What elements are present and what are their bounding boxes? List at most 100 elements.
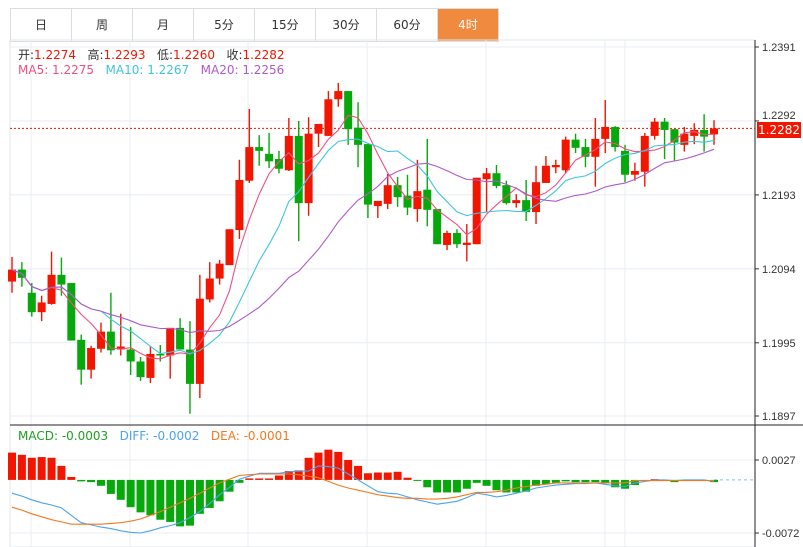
close-value: 1.2282 (242, 48, 285, 62)
macd-bar (571, 479, 580, 483)
candle-body (344, 91, 353, 130)
candle (621, 144, 630, 183)
tab-week[interactable]: 周 (72, 9, 133, 41)
candle-body (245, 147, 254, 181)
timeframe-tabs: 日 周 月 5分 15分 30分 60分 4时 (10, 8, 499, 42)
candle-body (37, 302, 46, 313)
candle (255, 135, 264, 166)
candle (601, 100, 610, 154)
macd-bar (265, 478, 274, 480)
macd-bar (452, 479, 461, 493)
tab-4hour[interactable]: 4时 (438, 9, 499, 41)
candle-body (354, 127, 363, 145)
candle (106, 292, 115, 355)
macd-bar (156, 479, 165, 520)
macd-legend: MACD: -0.0003 DIFF: -0.0002 DEA: -0.0001 (18, 429, 290, 443)
candle-body (611, 126, 620, 148)
candle-body (710, 128, 718, 135)
macd-bar (146, 479, 155, 516)
macd-tick-label: -0.0072 (762, 528, 799, 540)
candle-body (640, 135, 649, 172)
candle-body (472, 177, 481, 245)
candle (185, 321, 194, 414)
candle (452, 229, 461, 248)
candle (363, 144, 372, 219)
candle (541, 156, 550, 183)
low-value: 1.2260 (173, 48, 216, 62)
close-label: 收: (226, 48, 243, 62)
candle-body (621, 150, 630, 175)
candle (57, 257, 66, 296)
candle (640, 132, 649, 187)
candle (680, 126, 689, 152)
macd-bar (334, 451, 343, 480)
open-label: 开: (18, 48, 35, 62)
candle-body (373, 200, 382, 207)
candle (433, 209, 442, 245)
candle-body (87, 348, 96, 370)
candle (334, 82, 343, 107)
macd-bar (433, 479, 442, 493)
candle (561, 136, 570, 174)
ma20-legend: MA20: 1.2256 (200, 63, 285, 77)
candle (146, 346, 155, 384)
macd-bar (611, 479, 620, 488)
tab-5min[interactable]: 5分 (194, 9, 255, 41)
macd-bar (205, 479, 214, 508)
macd-bar (423, 479, 432, 488)
candle-body (166, 327, 175, 356)
candle-body (77, 339, 86, 370)
candle (383, 173, 392, 210)
macd-bar (344, 460, 353, 480)
macd-bar (166, 479, 175, 522)
candle-body (195, 298, 204, 384)
candle-body (670, 129, 679, 143)
macd-bar (532, 479, 541, 486)
high-value: 1.2293 (103, 48, 146, 62)
candle-body (650, 121, 659, 136)
candle (512, 194, 521, 208)
tab-30min[interactable]: 30分 (316, 9, 377, 41)
candle (205, 262, 214, 303)
macd-bar (17, 454, 26, 480)
tab-15min[interactable]: 15分 (255, 9, 316, 41)
macd-bar (591, 479, 600, 483)
macd-bar (561, 479, 570, 482)
macd-bar (304, 457, 313, 480)
candle (522, 179, 531, 222)
tab-60min[interactable]: 60分 (377, 9, 438, 41)
candle-body (423, 189, 432, 210)
candle (27, 283, 36, 317)
candle-body (601, 126, 610, 139)
candle-body (205, 278, 214, 300)
tab-month[interactable]: 月 (133, 9, 194, 41)
candle (245, 108, 254, 183)
macd-bar (492, 479, 501, 491)
macd-bar (185, 479, 194, 526)
tab-day[interactable]: 日 (11, 9, 72, 41)
candle (660, 117, 669, 160)
dea-value: DEA: -0.0001 (210, 429, 290, 443)
candle-body (146, 354, 155, 378)
macd-bar (551, 479, 560, 483)
ma20-line (11, 148, 715, 334)
candle-body (176, 327, 185, 350)
candle-body (452, 232, 461, 245)
macd-bar (67, 476, 76, 480)
candle (354, 102, 363, 168)
candle (176, 318, 185, 350)
ohlc-legend: 开:1.2274 高:1.2293 低:1.2260 收:1.2282 (18, 46, 285, 63)
macd-bar (215, 479, 224, 502)
candle (37, 295, 46, 322)
dea-line (11, 473, 714, 525)
candle (650, 117, 659, 140)
candle (314, 123, 323, 148)
candle (67, 283, 76, 341)
macd-bar (57, 465, 66, 480)
candle (423, 138, 432, 227)
candle-body (363, 144, 372, 205)
candle-body (106, 331, 115, 351)
ma5-legend: MA5: 1.2275 (18, 63, 95, 77)
macd-bar (512, 479, 521, 493)
